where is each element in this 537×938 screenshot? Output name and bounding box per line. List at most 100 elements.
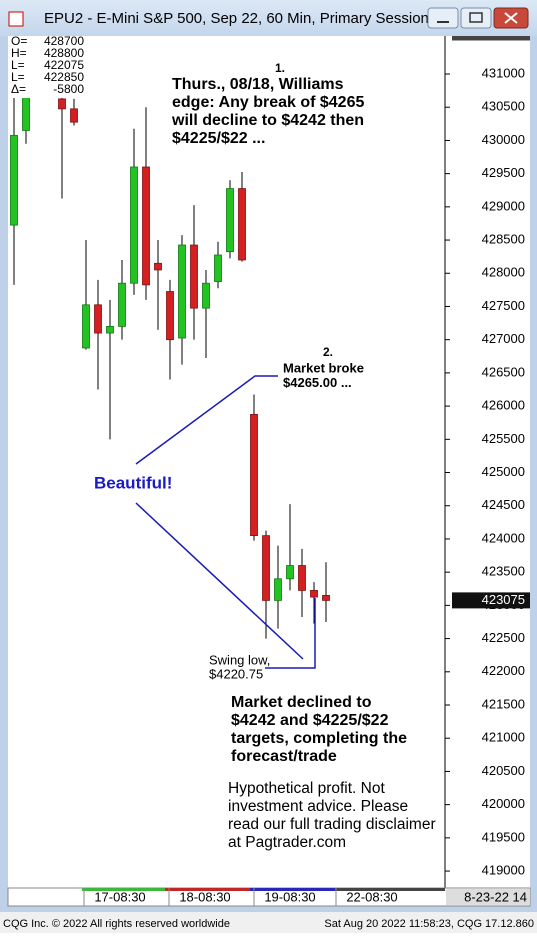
ohlc-label: Δ= — [11, 82, 26, 96]
annotation-text: $4242 and $4225/$22 — [231, 712, 389, 729]
candle-body — [274, 578, 282, 601]
ohlc-value: 422850 — [44, 70, 84, 84]
session-strip — [82, 888, 165, 891]
y-tick-label: 421500 — [482, 696, 525, 711]
candle-body — [178, 244, 186, 339]
ohlc-label: L= — [11, 70, 25, 84]
status-right: Sat Aug 20 2022 11:58:23, CQG 17.12.860 — [324, 918, 534, 930]
candle-body — [94, 304, 102, 334]
y-tick-label: 430500 — [482, 99, 525, 114]
y-tick-label: 422000 — [482, 663, 525, 678]
candle-body — [142, 166, 150, 286]
ohlc-box — [8, 36, 90, 98]
current-price-box — [452, 592, 530, 609]
y-tick-label: 428000 — [482, 265, 525, 280]
app-icon — [8, 11, 24, 27]
annotation-text: investment advice. Please — [228, 798, 408, 815]
y-tick-label: 426500 — [482, 364, 525, 379]
top-price-label: 431625 — [482, 24, 525, 39]
candle-body — [214, 254, 222, 282]
y-tick-label: 422500 — [482, 630, 525, 645]
ohlc-value: 428800 — [44, 46, 84, 60]
y-tick-label: 419000 — [482, 862, 525, 877]
y-tick-label: 425500 — [482, 431, 525, 446]
annotation-text: Beautiful! — [94, 473, 172, 492]
y-tick-label: 429000 — [482, 198, 525, 213]
candle-body — [226, 188, 234, 253]
candle-body — [262, 535, 270, 601]
candle-body — [202, 282, 210, 309]
y-tick-label: 426000 — [482, 398, 525, 413]
window-buttons — [427, 7, 529, 29]
maximize-button[interactable] — [460, 7, 492, 29]
annotation-text: targets, completing the — [231, 730, 407, 747]
candle-body — [310, 590, 318, 598]
top-price-box — [452, 36, 530, 41]
ohlc-label: H= — [11, 46, 27, 60]
ohlc-label: O= — [11, 34, 27, 48]
y-tick-label: 421000 — [482, 730, 525, 745]
annotation-text: Thurs., 08/18, Williams — [172, 76, 344, 93]
y-tick-label: 420000 — [482, 796, 525, 811]
window-title: EPU2 - E-Mini S&P 500, Sep 22, 60 Min, P… — [44, 10, 429, 27]
candle-body — [82, 304, 90, 349]
annotation-text: Market broke — [283, 360, 364, 375]
ohlc-value: -5800 — [53, 82, 84, 96]
annotation-text: read our full trading disclaimer — [228, 816, 436, 833]
candle-body — [130, 166, 138, 284]
candle-body — [250, 414, 258, 537]
candle-body — [70, 108, 78, 123]
candle-body — [58, 98, 66, 110]
status-left: CQG Inc. © 2022 All rights reserved worl… — [3, 918, 230, 930]
annotation-text: 1. — [275, 61, 285, 75]
candle-body — [118, 282, 126, 327]
ohlc-value: 422075 — [44, 58, 84, 72]
session-strip — [165, 888, 250, 891]
annotation-text: Market declined to — [231, 694, 372, 711]
candle-body — [298, 565, 306, 591]
y-tick-label: 427500 — [482, 298, 525, 313]
session-strip — [250, 888, 335, 891]
x-tick-label: 17-08:30 — [94, 889, 145, 904]
candle-body — [238, 188, 246, 261]
candle-body — [106, 325, 114, 334]
annotation-text: Swing low, — [209, 652, 270, 667]
annotation-text: at Pagtrader.com — [228, 834, 346, 851]
date-label: 8-23-22 14 — [464, 889, 527, 904]
annotation-text: $4220.75 — [209, 666, 263, 681]
annotation-lines — [135, 375, 316, 669]
y-tick-label: 423500 — [482, 564, 525, 579]
y-tick-label: 431000 — [482, 65, 525, 80]
date-box — [446, 889, 530, 905]
y-tick-label: 425000 — [482, 464, 525, 479]
annotation-text: edge: Any break of $4265 — [172, 94, 364, 111]
annotation-text: $4265.00 ... — [283, 375, 352, 390]
price-axis — [445, 36, 530, 888]
candle-body — [190, 244, 198, 309]
annotation-text: Hypothetical profit. Not — [228, 780, 385, 797]
y-tick-label: 427000 — [482, 331, 525, 346]
ohlc-value: 428700 — [44, 34, 84, 48]
candle-body — [286, 565, 294, 580]
y-tick-label: 420500 — [482, 763, 525, 778]
current-price-label: 423075 — [482, 592, 525, 607]
y-tick-label: 424500 — [482, 497, 525, 512]
status-bar — [0, 912, 537, 933]
y-tick-label: 430000 — [482, 132, 525, 147]
minimize-button[interactable] — [427, 7, 459, 29]
annotation-text: will decline to $4242 then — [171, 112, 364, 129]
annotation-text: 2. — [323, 345, 333, 359]
plot-area — [8, 36, 445, 888]
annotation-text: forecast/trade — [231, 748, 337, 765]
y-tick-label: 429500 — [482, 165, 525, 180]
candle-body — [166, 291, 174, 341]
candle-body — [10, 135, 18, 226]
candle-body — [154, 262, 162, 271]
candle-body — [22, 95, 30, 131]
x-tick-label: 22-08:30 — [346, 889, 397, 904]
session-strip — [335, 888, 445, 891]
x-tick-label: 19-08:30 — [264, 889, 315, 904]
x-tick-label: 18-08:30 — [179, 889, 230, 904]
annotation-text: $4225/$22 ... — [172, 130, 265, 147]
